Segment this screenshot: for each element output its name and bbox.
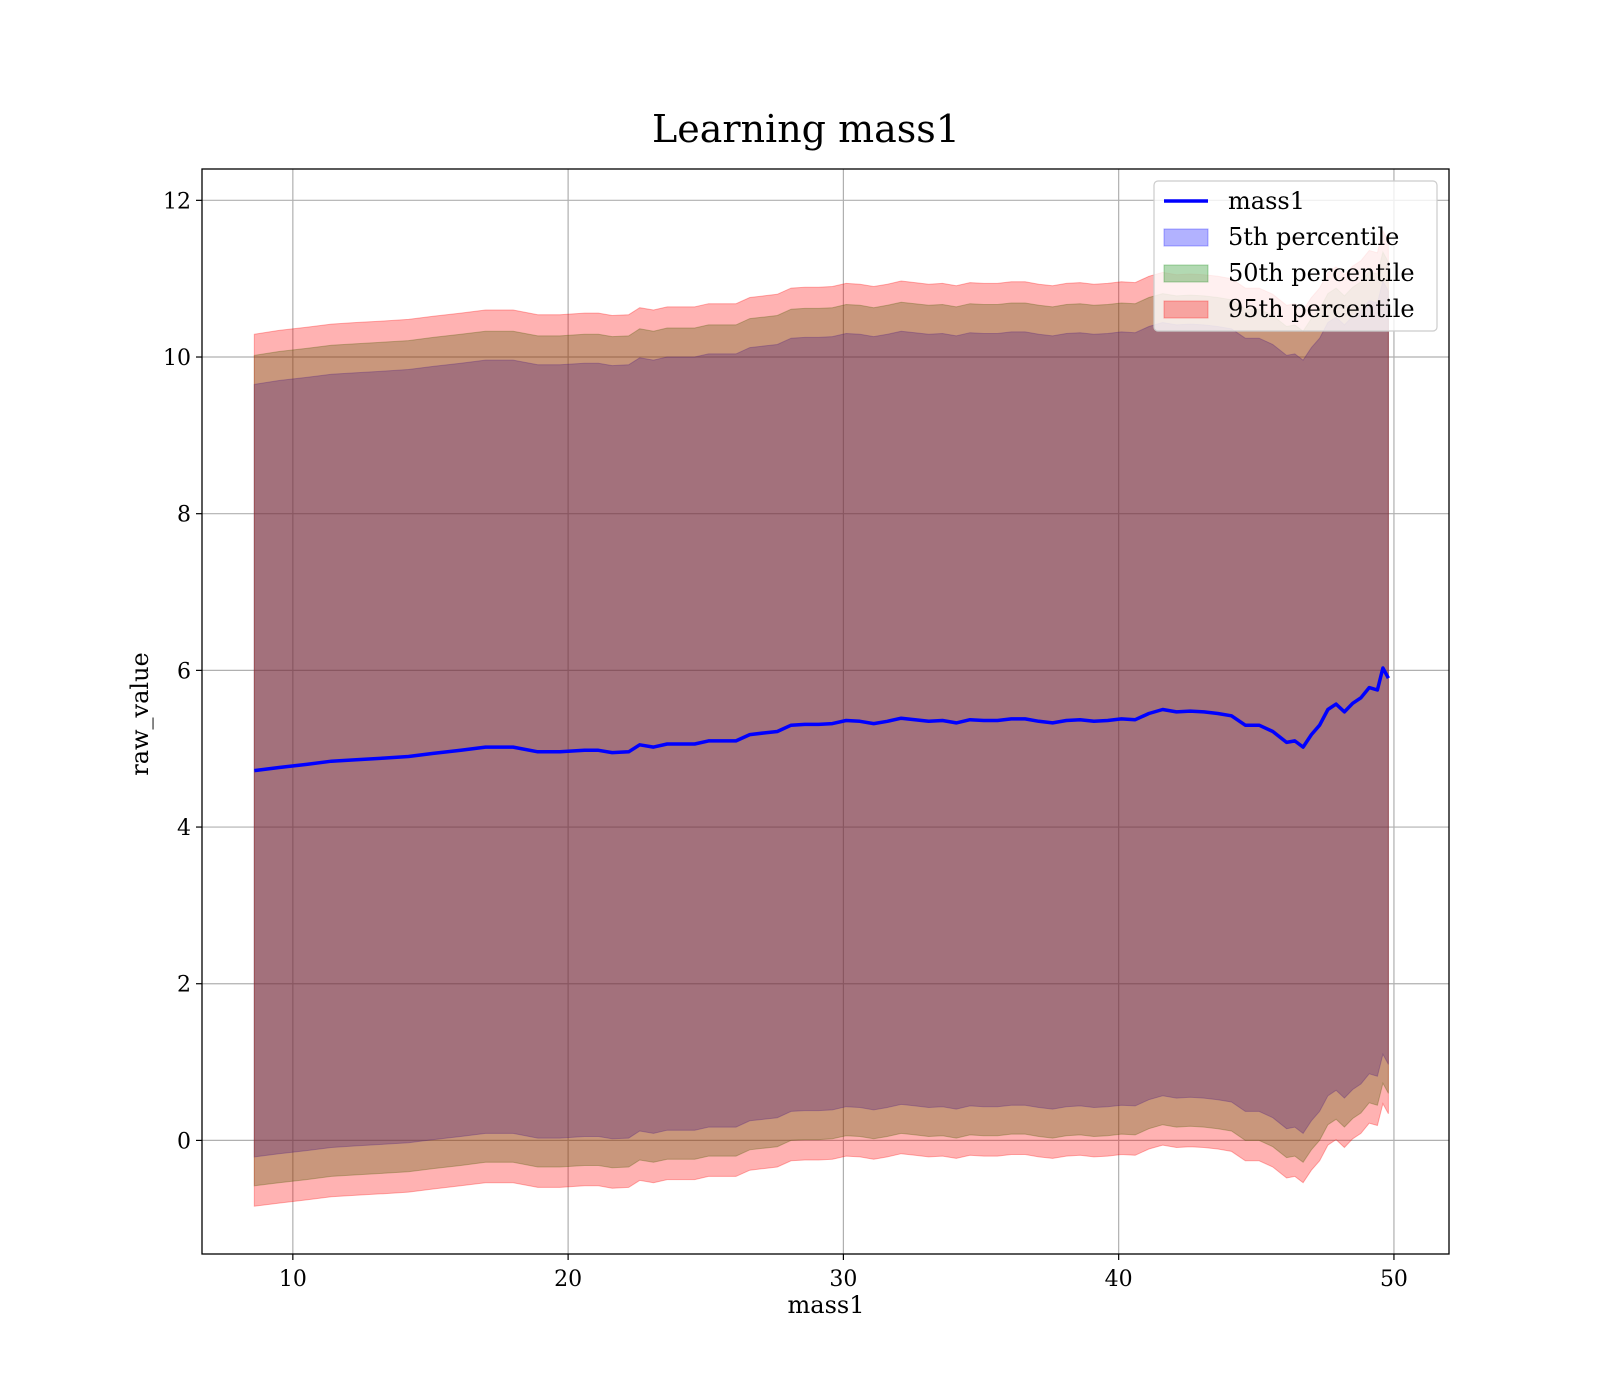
legend-box: [1153, 180, 1438, 332]
legend-label: 95th percentile: [1228, 295, 1415, 323]
mass1-series: [254, 666, 1390, 773]
band-95th-percentile: [253, 229, 1389, 1207]
grid: [202, 169, 1449, 1254]
y-tick-label: 6: [177, 659, 191, 684]
y-tick-label: 4: [177, 816, 191, 841]
x-tick-label: 20: [554, 1267, 582, 1292]
x-tick-label: 40: [1105, 1267, 1133, 1292]
x-tick-label: 30: [829, 1267, 857, 1292]
axis-ticks: 10 20 30 40 50 0 2 4 6 8 10 12: [163, 189, 1408, 1292]
x-axis-label: mass1: [788, 1291, 865, 1319]
legend-swatch: [1163, 264, 1209, 283]
legend-label: 5th percentile: [1228, 223, 1399, 251]
legend-label: 50th percentile: [1228, 259, 1415, 287]
percentile-bands: [253, 229, 1389, 1207]
x-tick-label: 10: [279, 1267, 307, 1292]
y-tick-label: 8: [177, 503, 191, 528]
legend: mass1 5th percentile 50th percentile 95th p…: [1153, 180, 1438, 332]
x-tick-label: 50: [1380, 1267, 1408, 1292]
chart-title: Learning mass1: [652, 107, 960, 151]
band-5th-percentile: [253, 279, 1389, 1158]
y-axis-label: raw_value: [126, 652, 154, 776]
legend-swatch: [1163, 228, 1209, 247]
y-tick-label: 0: [177, 1129, 191, 1154]
legend-label: mass1: [1228, 187, 1305, 215]
legend-swatch: [1163, 300, 1209, 319]
y-tick-label: 10: [163, 346, 191, 371]
line-mass1: [254, 666, 1390, 773]
plot-area-frame: [201, 168, 1450, 1255]
y-tick-label: 2: [177, 973, 191, 998]
band-50th-percentile: [253, 250, 1389, 1187]
y-tick-label: 12: [163, 189, 191, 214]
